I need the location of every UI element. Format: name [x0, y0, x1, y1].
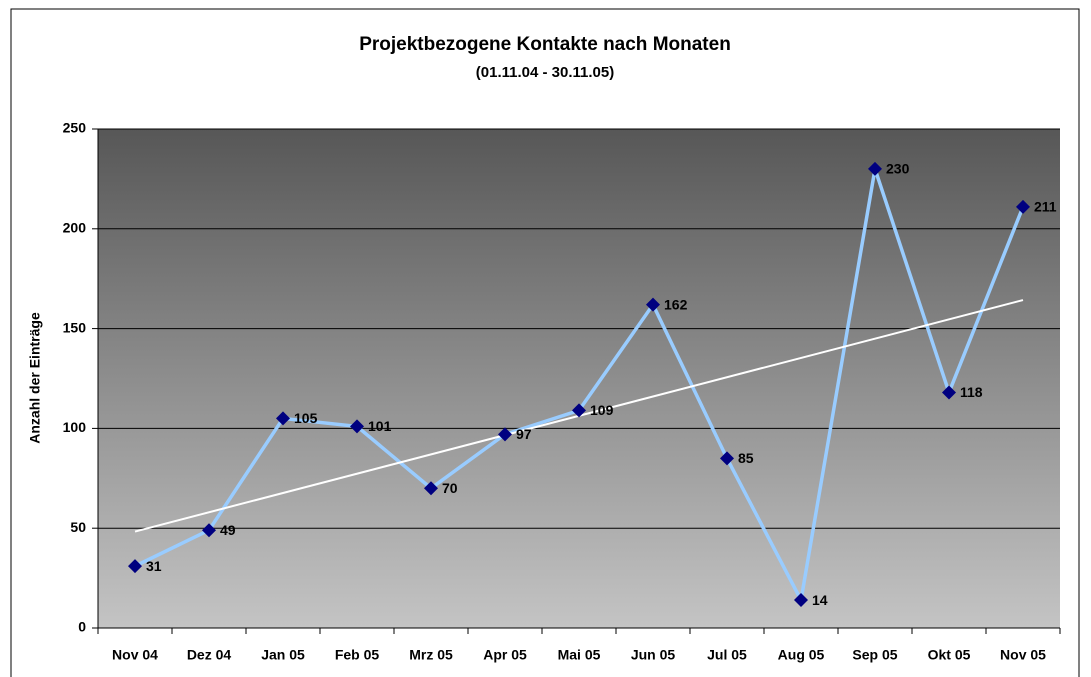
x-tick-label: Jul 05 [707, 647, 747, 663]
marker [868, 161, 882, 176]
marker [720, 451, 734, 466]
x-tick-label: Nov 04 [112, 647, 158, 663]
y-tick-label: 100 [63, 419, 87, 435]
y-axis-label: Anzahl der Einträge [27, 312, 43, 444]
data-label: 109 [590, 402, 614, 418]
x-tick-label: Apr 05 [483, 647, 527, 663]
marker [646, 297, 660, 312]
data-label: 230 [886, 161, 910, 177]
data-label: 70 [442, 480, 458, 496]
x-tick-label: Jan 05 [261, 647, 305, 663]
x-tick-label: Jun 05 [631, 647, 676, 663]
data-label: 162 [664, 296, 688, 312]
data-label: 211 [1034, 199, 1057, 215]
y-tick-label: 0 [78, 619, 86, 635]
data-label: 97 [516, 426, 532, 442]
x-tick-label: Mrz 05 [409, 647, 453, 663]
marker [350, 419, 364, 434]
marker [794, 593, 808, 608]
data-label: 105 [294, 410, 318, 426]
chart-title: Projektbezogene Kontakte nach Monaten [359, 34, 731, 55]
plot-area [98, 129, 1060, 628]
marker [1016, 199, 1030, 214]
x-tick-label: Feb 05 [335, 647, 380, 663]
data-label: 101 [368, 418, 392, 434]
data-label: 118 [960, 384, 983, 400]
x-tick-label: Nov 05 [1000, 647, 1046, 663]
y-tick-label: 250 [63, 120, 87, 136]
y-tick-label: 150 [63, 319, 87, 335]
data-label: 31 [146, 558, 162, 574]
marker [942, 385, 956, 400]
x-tick-label: Sep 05 [852, 647, 897, 663]
x-tick-label: Dez 04 [187, 647, 232, 663]
y-tick-label: 50 [70, 519, 86, 535]
x-tick-label: Mai 05 [558, 647, 601, 663]
chart-subtitle: (01.11.04 - 30.11.05) [476, 64, 614, 81]
marker [128, 559, 142, 574]
marker [424, 481, 438, 496]
y-tick-label: 200 [63, 220, 87, 236]
x-tick-label: Aug 05 [778, 647, 825, 663]
data-label: 49 [220, 522, 236, 538]
x-tick-label: Okt 05 [928, 647, 971, 663]
data-label: 85 [738, 450, 754, 466]
marker [572, 403, 586, 418]
marker [202, 523, 216, 538]
marker [276, 411, 290, 426]
marker [498, 427, 512, 442]
data-label: 14 [812, 592, 828, 608]
